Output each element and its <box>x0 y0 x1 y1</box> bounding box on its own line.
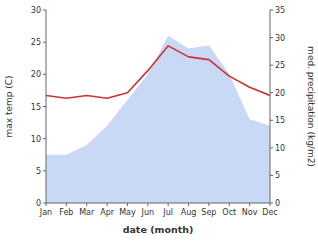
y2-tick <box>270 65 273 66</box>
y2-tick <box>270 203 273 204</box>
x-tick-label: Feb <box>59 208 73 217</box>
precip-line <box>46 46 270 98</box>
axes: JanFebMarAprMayJunJulAugSepOctNovDec0510… <box>31 6 285 217</box>
x-tick <box>107 203 108 206</box>
y2-tick-label: 15 <box>275 116 285 125</box>
x-tick <box>249 203 250 206</box>
y-tick-label: 5 <box>36 167 41 176</box>
y2-tick-label: 35 <box>275 6 285 15</box>
temp-area <box>46 36 270 203</box>
y2-tick <box>270 92 273 93</box>
y-tick-label: 0 <box>36 199 41 208</box>
x-tick <box>86 203 87 206</box>
y2-tick-label: 10 <box>275 144 285 153</box>
x-axis-label: date (month) <box>123 224 194 235</box>
y-tick-label: 15 <box>31 103 41 112</box>
y2-tick <box>270 120 273 121</box>
y-tick <box>43 138 46 139</box>
y2-axis-label: med. precipitation (kg/m2) <box>306 46 316 167</box>
x-tick-label: Mar <box>79 208 95 217</box>
x-axis-line <box>46 203 270 204</box>
y2-tick <box>270 37 273 38</box>
x-tick <box>66 203 67 206</box>
y-tick <box>43 42 46 43</box>
x-tick <box>147 203 148 206</box>
x-tick-label: Jan <box>39 208 52 217</box>
x-tick-label: Oct <box>222 208 236 217</box>
y2-tick-label: 5 <box>275 171 280 180</box>
y-tick-label: 20 <box>31 70 41 79</box>
y2-tick-label: 0 <box>275 199 280 208</box>
x-tick-label: Sep <box>201 208 216 217</box>
plot-area <box>46 36 270 203</box>
x-tick-label: Apr <box>100 208 115 217</box>
y2-tick <box>270 147 273 148</box>
x-tick-label: Jun <box>141 208 155 217</box>
x-tick <box>188 203 189 206</box>
y-tick <box>43 74 46 75</box>
y2-tick-label: 25 <box>275 61 285 70</box>
y-tick-label: 25 <box>31 38 41 47</box>
x-tick-label: Dec <box>262 208 277 217</box>
chart-svg: JanFebMarAprMayJunJulAugSepOctNovDec0510… <box>0 0 318 247</box>
x-tick <box>168 203 169 206</box>
y2-tick-label: 30 <box>275 34 285 43</box>
y-tick <box>43 10 46 11</box>
y-tick <box>43 203 46 204</box>
y2-axis-line <box>270 10 271 203</box>
y-tick <box>43 170 46 171</box>
y-tick-label: 30 <box>31 6 41 15</box>
y2-tick-label: 20 <box>275 89 285 98</box>
x-tick-label: Jul <box>162 208 173 217</box>
y-axis-label: max temp (C) <box>4 75 14 137</box>
x-tick <box>127 203 128 206</box>
x-tick <box>208 203 209 206</box>
y2-tick <box>270 10 273 11</box>
x-tick-label: May <box>119 208 136 217</box>
y-tick <box>43 106 46 107</box>
chart-container: JanFebMarAprMayJunJulAugSepOctNovDec0510… <box>0 0 318 247</box>
x-tick-label: Nov <box>242 208 258 217</box>
x-tick <box>229 203 230 206</box>
y-tick-label: 10 <box>31 135 41 144</box>
y2-tick <box>270 175 273 176</box>
x-tick-label: Aug <box>181 208 197 217</box>
